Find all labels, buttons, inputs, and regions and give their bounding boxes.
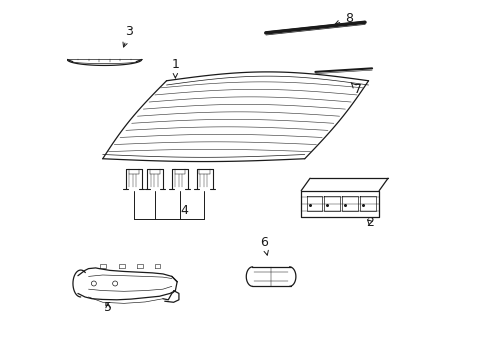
Text: 3: 3 bbox=[122, 25, 133, 47]
Text: 1: 1 bbox=[171, 58, 179, 78]
Text: 8: 8 bbox=[334, 12, 352, 25]
Text: 6: 6 bbox=[260, 235, 268, 255]
Text: 7: 7 bbox=[350, 83, 361, 96]
Text: 5: 5 bbox=[104, 301, 112, 314]
Text: 4: 4 bbox=[180, 204, 188, 217]
Text: 2: 2 bbox=[366, 216, 373, 229]
